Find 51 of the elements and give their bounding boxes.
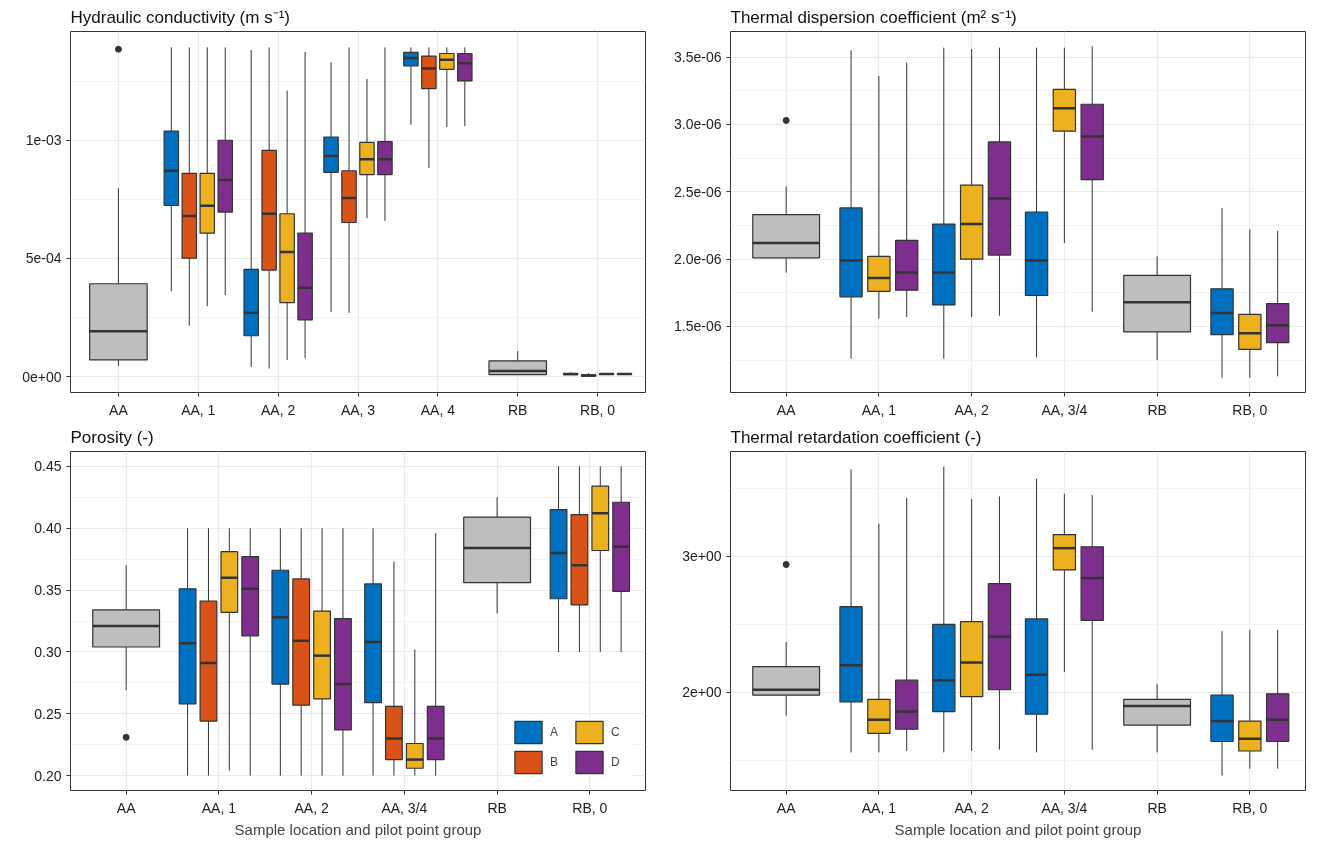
- x-axis-title: Sample location and pilot point group: [894, 820, 1142, 838]
- x-tick-label: AA, 2: [954, 401, 989, 418]
- chart-title: Thermal dispersion coefficient (m² s⁻¹): [730, 7, 1017, 27]
- x-tick-label: AA, 1: [181, 401, 216, 418]
- x-tick-label: RB, 0: [1232, 401, 1268, 418]
- x-tick-label: AA, 3/4: [381, 799, 428, 816]
- x-tick-label: AA, 1: [861, 401, 897, 418]
- y-tick-label: 3.5e-06: [674, 49, 722, 66]
- y-tick-label: 0.30: [34, 643, 62, 660]
- legend-label: C: [611, 725, 621, 739]
- y-tick-label: 5e-04: [25, 250, 62, 267]
- y-tick-label: 0.35: [34, 582, 62, 599]
- x-tick-label: RB, 0: [580, 401, 616, 418]
- x-tick-label: AA: [116, 799, 137, 816]
- x-tick-label: RB, 0: [1232, 799, 1268, 816]
- y-tick-label: 0e+00: [22, 368, 62, 385]
- x-tick-label: AA, 2: [261, 401, 296, 418]
- x-tick-label: AA: [109, 401, 129, 418]
- y-tick-label: 0.25: [34, 705, 62, 722]
- x-tick-label: RB: [1147, 401, 1167, 418]
- x-tick-label: RB, 0: [572, 799, 608, 816]
- legend-label: D: [611, 755, 621, 769]
- x-tick-label: AA, 4: [420, 401, 456, 418]
- y-tick-label: 2.5e-06: [674, 183, 722, 200]
- chart-title: Hydraulic conductivity (m s⁻¹): [70, 7, 290, 27]
- x-tick-label: RB: [508, 401, 528, 418]
- x-tick-label: AA: [776, 401, 797, 418]
- x-tick-label: AA, 1: [861, 799, 897, 816]
- y-tick-label: 3e+00: [682, 548, 722, 565]
- y-tick-label: 2e+00: [682, 684, 722, 701]
- y-tick-label: 1e-03: [25, 132, 62, 149]
- x-tick-label: AA, 2: [954, 799, 989, 816]
- x-tick-label: AA: [776, 799, 797, 816]
- y-tick-label: 0.20: [34, 767, 62, 784]
- x-axis-title: Sample location and pilot point group: [234, 820, 482, 838]
- y-tick-label: 2.0e-06: [674, 251, 722, 268]
- legend-label: A: [550, 725, 559, 739]
- y-tick-label: 0.45: [34, 458, 62, 475]
- x-tick-label: AA, 2: [294, 799, 329, 816]
- y-tick-label: 3.0e-06: [674, 116, 722, 133]
- x-tick-label: RB: [1147, 799, 1167, 816]
- legend-label: B: [550, 755, 559, 769]
- y-tick-label: 0.40: [34, 520, 62, 537]
- chart-title: Porosity (-): [70, 427, 154, 447]
- x-tick-label: AA, 3/4: [1041, 401, 1088, 418]
- x-tick-label: AA, 3: [340, 401, 376, 418]
- chart-title: Thermal retardation coefficient (-): [730, 427, 982, 447]
- x-tick-label: RB: [487, 799, 507, 816]
- y-tick-label: 1.5e-06: [674, 318, 722, 335]
- x-tick-label: AA, 3/4: [1041, 799, 1088, 816]
- x-tick-label: AA, 1: [201, 799, 237, 816]
